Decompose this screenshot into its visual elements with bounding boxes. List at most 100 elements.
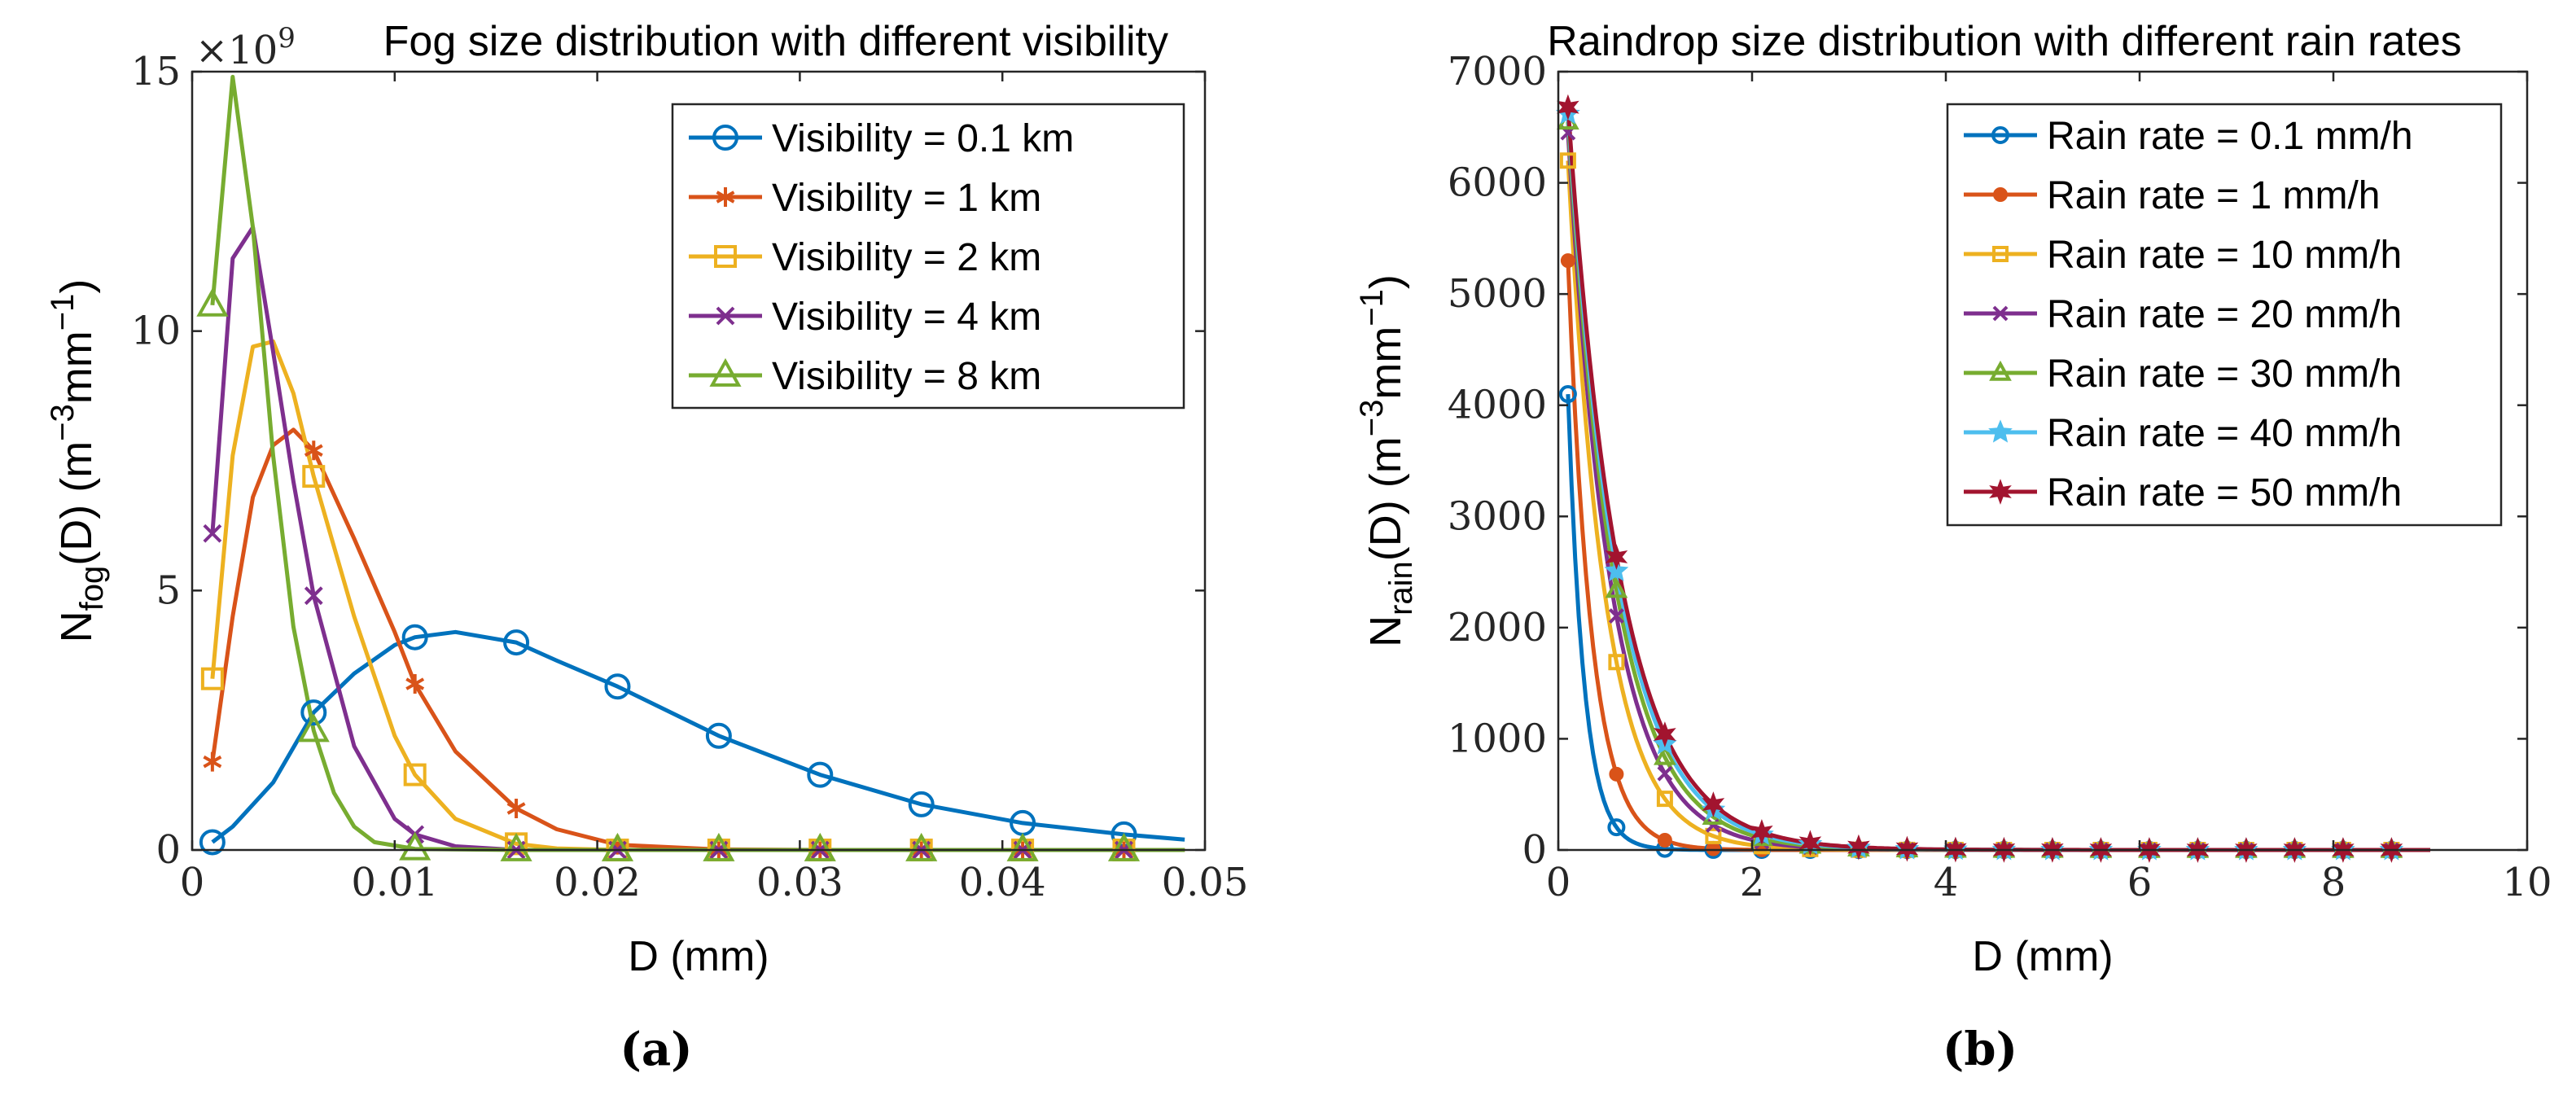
rain-x-axis-label: D (mm) <box>1972 933 2113 980</box>
fog-data-point <box>399 831 432 861</box>
panel-label-a: (a) <box>620 1023 692 1076</box>
fog-data-point <box>601 832 634 861</box>
rain-x-tick-label: 10 <box>2502 860 2552 905</box>
fog-data-point <box>203 524 222 543</box>
rain-x-tick-label: 4 <box>1934 860 1959 905</box>
rain-y-tick-label: 4000 <box>1448 383 1547 428</box>
fog-data-point <box>506 799 526 819</box>
fog-data-point <box>304 586 323 606</box>
fog-x-tick-label: 0 <box>180 860 205 905</box>
fog-y-tick-label: 0 <box>156 827 181 873</box>
fog-data-point <box>401 624 428 651</box>
fog-series <box>211 629 1185 844</box>
rain-data-point <box>1654 721 1676 747</box>
rain-legend-marker <box>1992 246 2009 262</box>
fog-x-tick-label: 0.04 <box>959 860 1046 905</box>
fog-data-point <box>905 832 938 861</box>
rain-data-point <box>1657 765 1673 782</box>
rain-legend-label: Rain rate = 10 mm/h <box>2047 234 2402 277</box>
fog-data-point <box>804 832 836 861</box>
fog-data-point <box>908 791 935 817</box>
rain-y-tick-label: 3000 <box>1448 493 1547 539</box>
panel-label-b: (b) <box>1943 1023 2017 1076</box>
rain-legend-marker <box>1988 419 2013 443</box>
rain-data-point <box>1847 834 1870 861</box>
fog-series <box>210 427 1185 852</box>
rain-y-tick-label: 2000 <box>1448 605 1547 651</box>
rain-legend-marker <box>1989 360 2012 381</box>
rain-data-point <box>1656 791 1673 808</box>
fog-legend-marker <box>716 187 735 207</box>
fog-data-point <box>403 763 427 786</box>
rain-data-point <box>1605 544 1628 570</box>
fog-data-point <box>500 832 532 861</box>
rain-data-point <box>1705 817 1721 833</box>
rain-y-tick-label: 7000 <box>1448 49 1547 94</box>
fog-y-tick-label: 10 <box>131 309 181 354</box>
fog-series-line <box>210 427 1185 852</box>
rain-data-point <box>1605 577 1628 598</box>
fog-data-point <box>503 629 530 656</box>
fog-legend-label: Visibility = 0.1 km <box>772 117 1074 160</box>
fog-data-point <box>405 674 425 694</box>
rain-legend-label: Rain rate = 50 mm/h <box>2047 471 2402 515</box>
rain-legend-label: Rain rate = 40 mm/h <box>2047 412 2402 455</box>
fog-ticks: 0 0.01 0.02 0.03 0.04 0.05 0 5 10 15 <box>131 49 1249 905</box>
rain-y-tick-label: 0 <box>1522 827 1547 873</box>
fog-data-point <box>304 440 323 461</box>
fog-series <box>210 225 1185 852</box>
fog-legend-label: Visibility = 8 km <box>772 355 1041 398</box>
rain-data-point <box>1895 835 1919 862</box>
rain-data-point <box>1559 152 1576 169</box>
fog-data-point <box>297 713 330 743</box>
fog-data-point <box>705 722 732 749</box>
rain-data-point <box>1657 833 1672 848</box>
rain-data-point <box>1705 827 1722 844</box>
rain-legend-label: Rain rate = 20 mm/h <box>2047 293 2402 336</box>
fog-y-multiplier: ×109 <box>195 22 296 73</box>
rain-data-point <box>1750 818 1773 845</box>
fog-data-point <box>199 829 226 856</box>
fog-y-axis-label: Nfog(D) (m−3mm−1) <box>45 279 110 643</box>
rain-legend-label: Rain rate = 1 mm/h <box>2047 174 2381 217</box>
fog-chart: Fog size distribution with different vis… <box>45 18 1248 1076</box>
fog-legend-marker <box>712 125 738 151</box>
fog-data-point <box>807 761 834 788</box>
rain-legend-marker <box>1992 305 2009 322</box>
rain-y-tick-label: 1000 <box>1448 716 1547 761</box>
rain-y-axis-label: Nrain(D) (m−3mm−1) <box>1354 274 1419 647</box>
fog-data-point <box>703 832 735 861</box>
fog-chart-title: Fog size distribution with different vis… <box>383 18 1168 65</box>
fog-data-point <box>302 465 326 488</box>
fog-legend-label: Visibility = 2 km <box>772 236 1041 279</box>
rain-data-point <box>1702 791 1725 817</box>
rain-data-point <box>1609 766 1624 782</box>
fog-x-axis-label: D (mm) <box>628 933 769 980</box>
fog-legend-label: Visibility = 4 km <box>772 296 1041 339</box>
rain-data-point <box>1798 830 1822 856</box>
fog-legend-marker <box>714 245 737 268</box>
fog-data-point <box>1006 832 1039 861</box>
fog-legend: Visibility = 0.1 km Visibility = 1 km Visi… <box>671 103 1185 410</box>
rain-x-tick-label: 2 <box>1740 860 1765 905</box>
fog-series-line <box>211 629 1185 844</box>
fog-series-line <box>210 339 1185 852</box>
fog-x-tick-label: 0.01 <box>351 860 438 905</box>
fog-data-point <box>196 287 229 317</box>
rain-data-point <box>1604 558 1629 581</box>
rain-legend-marker <box>1991 126 2009 144</box>
rain-legend-label: Rain rate = 0.1 mm/h <box>2047 115 2413 158</box>
fog-data-point <box>1107 832 1141 861</box>
rain-x-tick-label: 0 <box>1546 860 1571 905</box>
rain-legend-marker <box>1993 187 2008 202</box>
fog-legend-marker <box>709 357 742 387</box>
rain-x-tick-label: 6 <box>2127 860 2153 905</box>
fog-series <box>210 339 1185 852</box>
rain-ticks: 0 2 4 6 8 10 0 1000 2000 3000 4000 5000 6000 7000 <box>1448 49 2552 905</box>
rain-y-tick-label: 6000 <box>1448 160 1547 206</box>
rain-chart-title: Raindrop size distribution with differen… <box>1547 18 2461 65</box>
fog-x-tick-label: 0.03 <box>756 860 843 905</box>
fog-axes-box <box>191 70 1207 852</box>
fog-x-tick-label: 0.02 <box>554 860 641 905</box>
